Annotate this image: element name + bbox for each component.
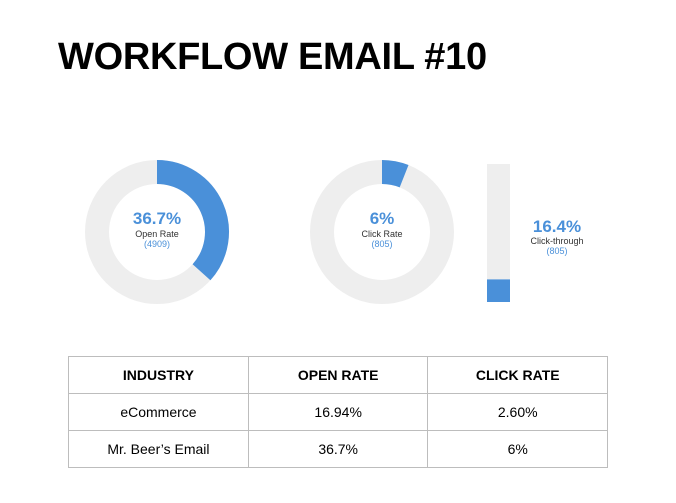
header-industry: INDUSTRY — [68, 356, 249, 394]
click-through-value: 16.4% — [533, 217, 581, 236]
cell-click-rate: 2.60% — [427, 393, 608, 431]
industry-table: INDUSTRY OPEN RATE CLICK RATE eCommerce … — [68, 356, 608, 468]
click-through-fill — [487, 279, 510, 302]
click-rate-label: Click Rate — [361, 229, 402, 239]
table-header-row: INDUSTRY OPEN RATE CLICK RATE — [68, 356, 608, 394]
click-rate-arc — [381, 160, 409, 188]
open-rate-donut: 36.7% Open Rate (4909) — [85, 160, 229, 304]
cell-industry: eCommerce — [68, 393, 249, 431]
click-rate-count: (805) — [371, 239, 392, 249]
header-open-rate: OPEN RATE — [247, 356, 429, 394]
table-row: eCommerce 16.94% 2.60% — [68, 393, 608, 431]
cell-open-rate: 16.94% — [247, 393, 429, 431]
click-rate-value: 6% — [370, 209, 395, 228]
open-rate-count: (4909) — [144, 239, 170, 249]
header-click-rate: CLICK RATE — [427, 356, 608, 394]
open-rate-arc — [156, 160, 229, 281]
page-title: WORKFLOW EMAIL #10 — [58, 36, 487, 78]
click-through-label: Click-through — [530, 236, 583, 246]
cell-open-rate: 36.7% — [247, 430, 429, 468]
cell-industry: Mr. Beer’s Email — [68, 430, 249, 468]
click-through-count: (805) — [546, 246, 567, 256]
open-rate-value: 36.7% — [133, 209, 181, 228]
table-row: Mr. Beer’s Email 36.7% 6% — [68, 430, 608, 468]
charts-area: 36.7% Open Rate (4909) 6% Click Rate (80… — [85, 160, 584, 304]
click-rate-donut: 6% Click Rate (805) — [310, 160, 454, 304]
open-rate-label: Open Rate — [135, 229, 179, 239]
cell-click-rate: 6% — [427, 430, 608, 468]
click-through-bar: 16.4% Click-through (805) — [487, 164, 584, 302]
click-through-track — [487, 164, 510, 302]
